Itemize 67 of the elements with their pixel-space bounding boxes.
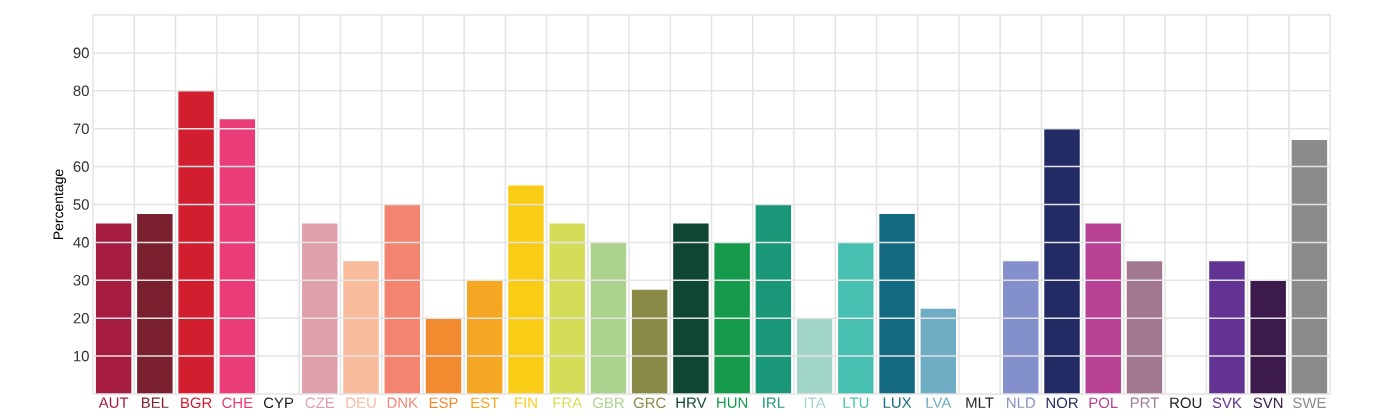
bar (137, 213, 173, 394)
bar (590, 242, 627, 394)
bar (549, 223, 585, 394)
bar (838, 242, 874, 394)
bar (1250, 280, 1286, 394)
x-tick-label: SVK (1212, 397, 1242, 409)
x-tick-label: HRV (676, 397, 707, 408)
bar (879, 213, 915, 394)
x-tick-label: NLD (1007, 397, 1035, 408)
x-tick-label: FIN (515, 397, 537, 408)
bar (1085, 223, 1121, 394)
bar (95, 223, 132, 394)
bar (673, 223, 709, 394)
y-tick-label: 30 (73, 275, 89, 286)
bar (425, 318, 462, 394)
y-tick-label: 50 (73, 199, 89, 210)
x-tick-label: BEL (141, 397, 169, 408)
y-axis-title: Percentage (53, 169, 67, 240)
y-tick-label: 60 (73, 161, 89, 172)
x-tick-label: DEU (346, 397, 376, 408)
x-tick-label: PRT (1130, 397, 1159, 408)
x-tick-label: ROU (1170, 397, 1202, 409)
bar (219, 119, 256, 394)
bar (1126, 261, 1163, 394)
y-tick-label: 10 (74, 350, 89, 362)
x-tick-label: NOR (1046, 397, 1078, 409)
x-tick-label: HUN (717, 397, 748, 408)
bar (631, 289, 668, 394)
x-tick-label: FRA (553, 397, 583, 408)
x-tick-label: ESP (429, 397, 458, 409)
bar (755, 204, 792, 394)
y-tick-label: 80 (73, 85, 89, 97)
x-tick-label: GRC (633, 397, 666, 409)
x-tick-label: GBR (592, 397, 624, 409)
x-tick-label: CZE (305, 397, 335, 409)
bar (796, 318, 833, 394)
x-tick-label: LTU (843, 397, 869, 408)
x-tick-label: CYP (263, 397, 294, 409)
bar (1003, 261, 1039, 394)
bar (343, 261, 379, 394)
x-tick-label: CHE (222, 397, 253, 409)
x-tick-label: LUX (883, 397, 912, 408)
bar (467, 280, 503, 394)
bar (384, 204, 420, 394)
x-tick-label: SWE (1293, 397, 1326, 409)
x-tick-label: AUT (98, 397, 129, 408)
x-tick-label: SVN (1253, 397, 1283, 409)
x-tick-label: MLT (966, 397, 994, 408)
y-tick-label: 20 (73, 312, 89, 324)
bar (714, 242, 750, 394)
y-tick-label: 90 (73, 47, 89, 59)
bar (302, 223, 338, 394)
x-tick-label: ITA (804, 397, 826, 408)
y-tick-label: 40 (73, 237, 89, 248)
x-tick-label: POL (1089, 397, 1118, 409)
bar (1291, 140, 1328, 394)
bar (508, 185, 544, 394)
bar (1209, 261, 1245, 394)
x-tick-label: IRL (763, 397, 785, 408)
x-tick-label: DNK (387, 397, 418, 408)
y-tick-label: 70 (73, 123, 89, 134)
x-tick-label: BGR (181, 397, 212, 409)
x-tick-label: LVA (926, 397, 952, 408)
bar (178, 90, 214, 394)
bar (920, 308, 957, 394)
x-tick-label: EST (471, 397, 499, 409)
bar (1044, 128, 1080, 394)
